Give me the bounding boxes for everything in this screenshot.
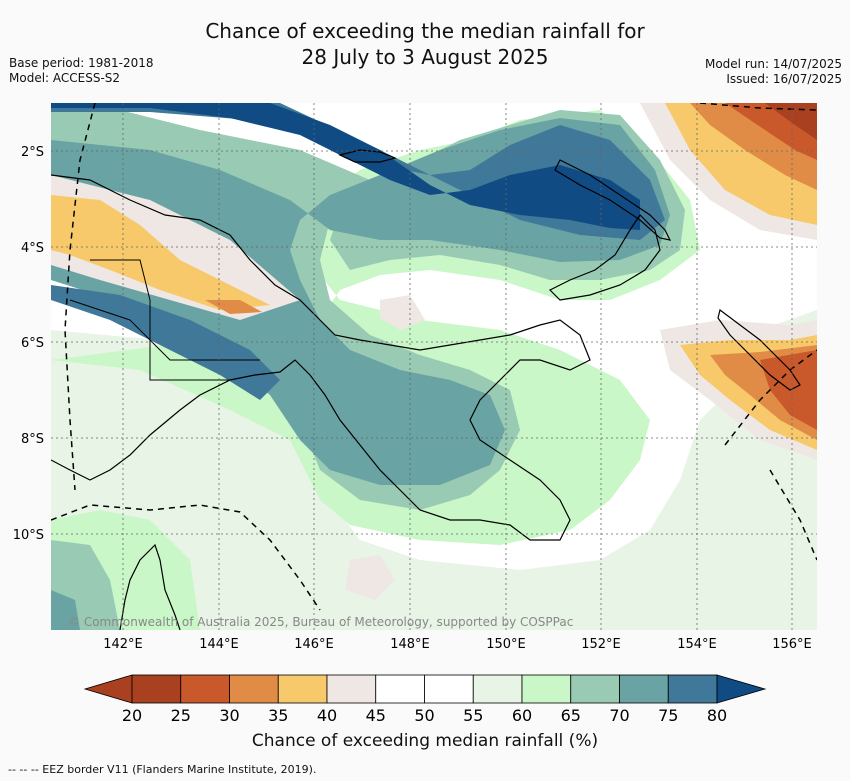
base-period: Base period: 1981-2018 xyxy=(9,56,154,70)
colorbar-segment xyxy=(131,674,182,704)
copyright-notice: © Commonwealth of Australia 2025, Bureau… xyxy=(68,615,573,629)
lon-label-152e: 152°E xyxy=(581,637,621,652)
meta-left: Base period: 1981-2018 Model: ACCESS-S2 xyxy=(9,56,154,86)
colorbar-segment xyxy=(326,674,377,704)
issued-date: Issued: 16/07/2025 xyxy=(726,72,842,86)
colorbar-segment xyxy=(521,674,572,704)
colorbar-tick-label: 20 xyxy=(122,706,142,725)
model-run: Model run: 14/07/2025 xyxy=(704,57,842,71)
lon-label-154e: 154°E xyxy=(677,637,717,652)
lon-label-146e: 146°E xyxy=(294,637,334,652)
latitude-labels: 2°S 4°S 6°S 8°S 10°S xyxy=(13,145,44,543)
probability-band-35-40-west xyxy=(51,195,270,310)
eez-border-south xyxy=(51,504,321,611)
probability-band-20-25-northeast xyxy=(765,103,817,140)
model-name: Model: ACCESS-S2 xyxy=(9,71,121,85)
colorbar-extension-high xyxy=(716,674,767,704)
lat-label-4s: 4°S xyxy=(21,241,44,256)
lon-label-144e: 144°E xyxy=(199,637,239,652)
lat-label-2s: 2°S xyxy=(21,145,44,160)
lat-label-8s: 8°S xyxy=(21,432,44,447)
colorbar-segment xyxy=(570,674,620,704)
probability-band-40-45-south xyxy=(345,555,395,600)
colorbar-tick-label: 35 xyxy=(268,706,288,725)
new-britain-coastline xyxy=(548,214,661,301)
lon-label-142e: 142°E xyxy=(103,637,143,652)
colorbar-segment xyxy=(375,674,425,704)
colorbar-tick-label: 25 xyxy=(171,706,191,725)
colorbar-tick-label: 45 xyxy=(366,706,386,725)
probability-band-25-30-southeast xyxy=(760,350,817,430)
colorbar-tick-label: 60 xyxy=(512,706,532,725)
colorbar-tick-label: 40 xyxy=(317,706,337,725)
colorbar-tick-label: 50 xyxy=(414,706,434,725)
lon-label-148e: 148°E xyxy=(390,637,430,652)
border-line-2 xyxy=(69,299,260,361)
manus-island-coastline xyxy=(338,149,397,163)
lon-label-156e: 156°E xyxy=(772,637,812,652)
lat-label-6s: 6°S xyxy=(21,336,44,351)
longitude-labels: 142°E 144°E 146°E 148°E 150°E 152°E 154°… xyxy=(103,637,812,652)
colorbar-tick-label: 75 xyxy=(658,706,678,725)
colorbar-tick-label: 30 xyxy=(219,706,239,725)
eez-border-southeast xyxy=(724,349,817,446)
map-title: Chance of exceeding the median rainfall … xyxy=(0,18,850,70)
colorbar-tick-label: 55 xyxy=(463,706,483,725)
colorbar-segment xyxy=(277,674,328,704)
colorbar-segment xyxy=(229,674,279,704)
australia-coastline xyxy=(119,543,181,630)
colorbar-tick-label: 80 xyxy=(707,706,727,725)
title-line-1: Chance of exceeding the median rainfall … xyxy=(205,19,645,43)
probability-band-75-80 xyxy=(51,285,280,400)
colorbar: 20 25 30 35 40 45 50 55 60 65 70 75 80 xyxy=(83,674,767,725)
eez-border-east xyxy=(769,469,817,561)
colorbar-segment xyxy=(424,674,474,704)
eez-border-west xyxy=(64,103,96,491)
eez-border-northeast xyxy=(699,103,817,111)
probability-band-over-80 xyxy=(51,103,640,230)
colorbar-segment xyxy=(619,674,669,704)
map-panel: © Commonwealth of Australia 2025, Bureau… xyxy=(51,103,817,630)
colorbar-label: Chance of exceeding median rainfall (%) xyxy=(251,731,599,751)
colorbar-extension-low xyxy=(83,674,133,704)
new-ireland-coastline xyxy=(554,159,672,241)
lat-label-10s: 10°S xyxy=(13,528,44,543)
bougainville-coastline xyxy=(717,308,801,391)
new-guinea-coastline xyxy=(51,174,591,541)
title-line-2: 28 July to 3 August 2025 xyxy=(301,45,549,69)
colorbar-tick-label: 65 xyxy=(561,706,581,725)
eez-footnote: -- -- -- EEZ border V11 (Flanders Marine… xyxy=(8,763,317,776)
probability-band-70-75-southwest xyxy=(51,590,80,630)
probability-band-40-45-central xyxy=(380,295,425,330)
lon-label-150e: 150°E xyxy=(486,637,526,652)
colorbar-segment xyxy=(180,674,230,704)
meta-right: Model run: 14/07/2025 Issued: 16/07/2025 xyxy=(705,57,842,87)
colorbar-segment xyxy=(472,674,523,704)
colorbar-tick-label: 70 xyxy=(609,706,629,725)
colorbar-segment xyxy=(667,674,718,704)
